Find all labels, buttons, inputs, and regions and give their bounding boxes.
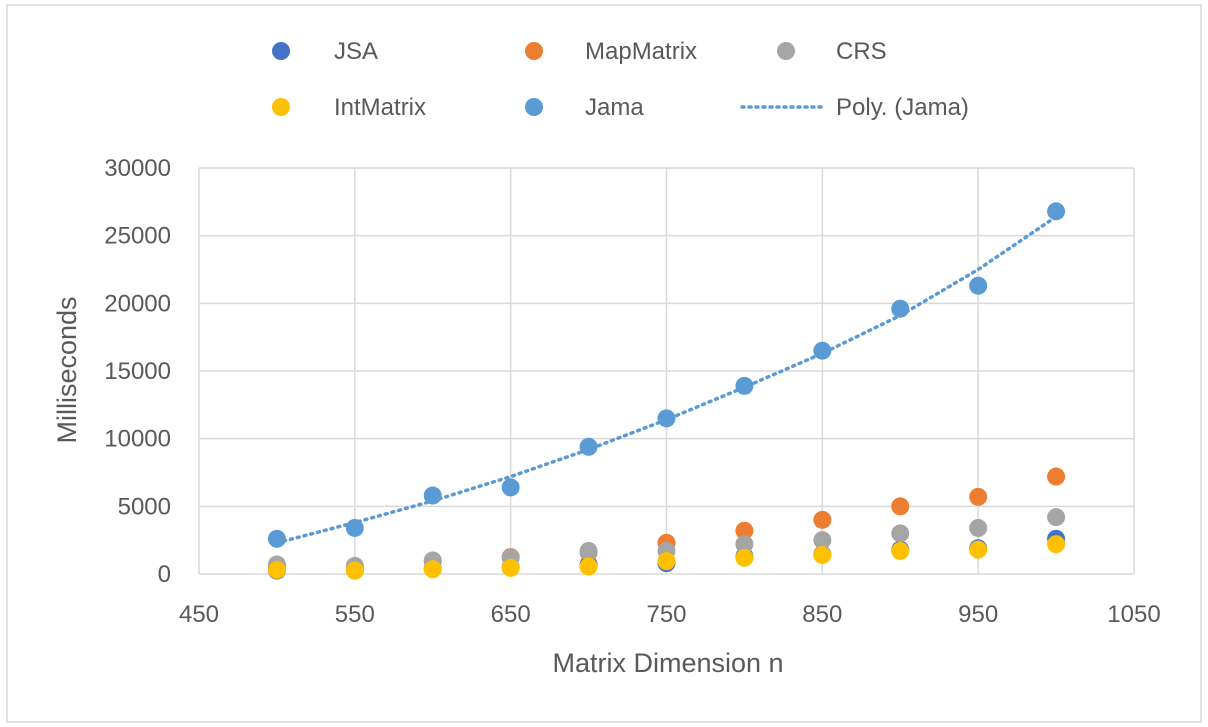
- y-tick-label: 20000: [104, 290, 171, 317]
- point-jama: [345, 518, 364, 537]
- point-mapmatrix: [1047, 467, 1066, 486]
- point-jama: [969, 276, 988, 295]
- point-crs: [579, 541, 598, 560]
- legend-label-mapmatrix: MapMatrix: [585, 38, 697, 65]
- y-tick-label: 25000: [104, 223, 171, 250]
- point-intmatrix: [969, 540, 988, 559]
- point-jama: [657, 409, 676, 428]
- legend-marker-intmatrix: [272, 98, 290, 116]
- legend-marker-jsa: [272, 42, 290, 60]
- legend-marker-crs: [777, 42, 795, 60]
- legend-marker-jama: [525, 98, 543, 116]
- point-mapmatrix: [735, 521, 754, 540]
- point-crs: [1047, 508, 1066, 527]
- x-tick-label: 550: [335, 601, 375, 628]
- x-tick-label: 750: [646, 601, 686, 628]
- point-intmatrix: [423, 560, 442, 579]
- point-jama: [735, 376, 754, 395]
- point-intmatrix: [657, 552, 676, 571]
- point-jama: [579, 437, 598, 456]
- point-intmatrix: [735, 548, 754, 567]
- x-tick-label: 450: [179, 601, 219, 628]
- point-intmatrix: [345, 561, 364, 580]
- x-tick-label: 1050: [1107, 601, 1160, 628]
- point-mapmatrix: [969, 487, 988, 506]
- x-tick-label: 650: [491, 601, 531, 628]
- legend-marker-mapmatrix: [525, 42, 543, 60]
- y-tick-label: 0: [158, 561, 171, 588]
- y-tick-label: 10000: [104, 426, 171, 453]
- x-tick-label: 950: [958, 601, 998, 628]
- point-intmatrix: [891, 541, 910, 560]
- point-crs: [813, 531, 832, 550]
- legend-label-crs: CRS: [836, 38, 887, 65]
- legend-label-jama: Jama: [585, 94, 644, 121]
- point-intmatrix: [1047, 535, 1066, 554]
- y-tick-label: 5000: [118, 493, 171, 520]
- point-jama: [267, 529, 286, 548]
- y-tick-label: 30000: [104, 155, 171, 182]
- x-axis-title: Matrix Dimension n: [552, 648, 783, 678]
- y-axis-title: Milliseconds: [52, 296, 82, 443]
- legend: JSA MapMatrix CRS IntMatrix Jama Poly. (Jama): [272, 38, 969, 121]
- point-jama: [501, 478, 520, 497]
- point-jama: [423, 486, 442, 505]
- point-jama: [1047, 202, 1066, 221]
- tick-labels: 0 5000 10000 15000 20000 25000 30000 450 550 650 7…: [104, 155, 1160, 628]
- point-mapmatrix: [891, 497, 910, 516]
- point-crs: [735, 535, 754, 554]
- point-crs: [969, 518, 988, 537]
- point-intmatrix: [501, 558, 520, 577]
- point-jama: [813, 341, 832, 360]
- y-tick-label: 15000: [104, 358, 171, 385]
- point-intmatrix: [813, 546, 832, 565]
- x-tick-label: 850: [802, 601, 842, 628]
- legend-label-intmatrix: IntMatrix: [334, 94, 426, 121]
- point-mapmatrix: [813, 510, 832, 529]
- chart-background: [6, 4, 1202, 723]
- point-jama: [891, 299, 910, 318]
- point-intmatrix: [267, 560, 286, 579]
- point-intmatrix: [579, 557, 598, 576]
- legend-label-poly-jama: Poly. (Jama): [836, 94, 969, 121]
- legend-label-jsa: JSA: [334, 38, 378, 65]
- data-points-layer: [267, 202, 1066, 580]
- point-crs: [891, 524, 910, 543]
